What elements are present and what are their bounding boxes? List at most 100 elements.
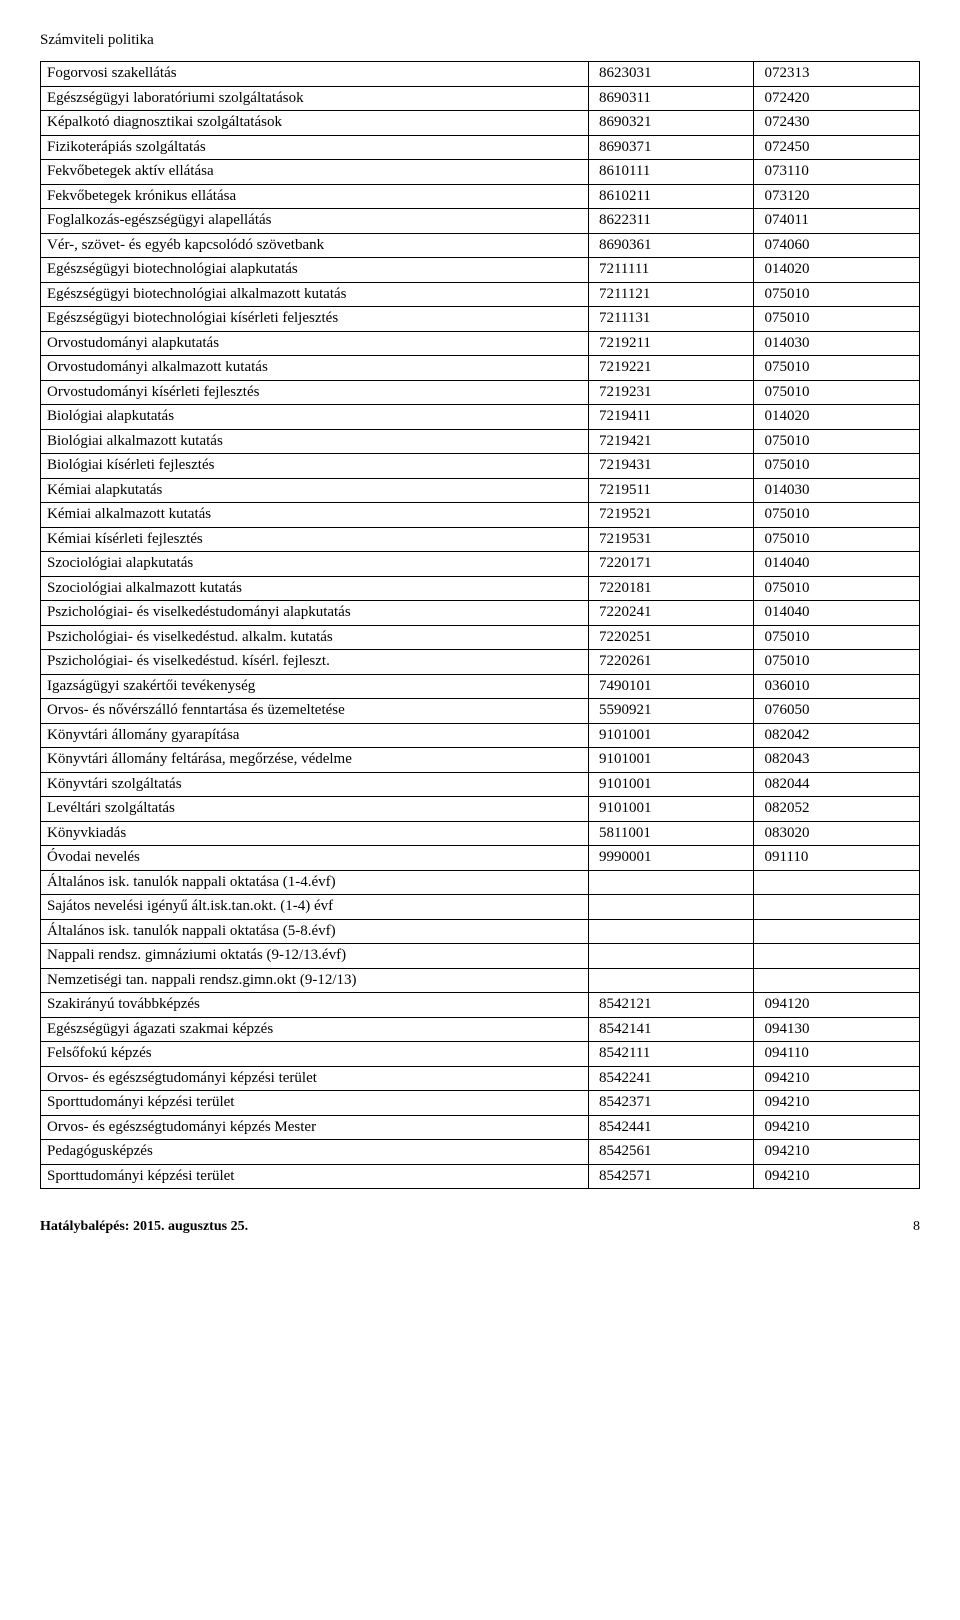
row-name: Szociológiai alkalmazott kutatás: [41, 576, 589, 601]
row-code1: [588, 919, 754, 944]
table-row: Egészségügyi laboratóriumi szolgáltatáso…: [41, 86, 920, 111]
row-code1: 7220171: [588, 552, 754, 577]
row-name: Kémiai alapkutatás: [41, 478, 589, 503]
table-row: Kémiai kísérleti fejlesztés7219531075010: [41, 527, 920, 552]
table-row: Orvostudományi alkalmazott kutatás721922…: [41, 356, 920, 381]
table-row: Kémiai alkalmazott kutatás7219521075010: [41, 503, 920, 528]
row-code1: 8542121: [588, 993, 754, 1018]
row-code1: 8690321: [588, 111, 754, 136]
row-code1: 7219421: [588, 429, 754, 454]
row-name: Biológiai alkalmazott kutatás: [41, 429, 589, 454]
table-row: Pszichológiai- és viselkedéstud. kísérl.…: [41, 650, 920, 675]
row-code1: 7220241: [588, 601, 754, 626]
row-code2: 082043: [754, 748, 920, 773]
row-code2: 014020: [754, 405, 920, 430]
table-row: Orvos- és egészségtudományi képzési terü…: [41, 1066, 920, 1091]
row-code1: 8610111: [588, 160, 754, 185]
table-row: Nappali rendsz. gimnáziumi oktatás (9-12…: [41, 944, 920, 969]
row-name: Szakirányú továbbképzés: [41, 993, 589, 1018]
row-name: Könyvtári állomány gyarapítása: [41, 723, 589, 748]
row-code1: 8690311: [588, 86, 754, 111]
table-row: Sajátos nevelési igényű ált.isk.tan.okt.…: [41, 895, 920, 920]
row-code2: 036010: [754, 674, 920, 699]
row-code2: [754, 944, 920, 969]
row-code1: 8542241: [588, 1066, 754, 1091]
row-code2: 094210: [754, 1140, 920, 1165]
table-row: Könyvkiadás5811001083020: [41, 821, 920, 846]
footer-page-number: 8: [913, 1219, 920, 1235]
row-name: Orvostudományi alapkutatás: [41, 331, 589, 356]
row-code2: 075010: [754, 503, 920, 528]
row-code2: 075010: [754, 576, 920, 601]
row-code2: 074011: [754, 209, 920, 234]
table-row: Fekvőbetegek krónikus ellátása8610211073…: [41, 184, 920, 209]
data-table: Fogorvosi szakellátás8623031072313Egészs…: [40, 61, 920, 1189]
row-code2: 094210: [754, 1091, 920, 1116]
row-code1: 7219431: [588, 454, 754, 479]
row-code1: [588, 944, 754, 969]
table-row: Orvostudományi kísérleti fejlesztés72192…: [41, 380, 920, 405]
row-code1: 9990001: [588, 846, 754, 871]
row-name: Szociológiai alapkutatás: [41, 552, 589, 577]
table-row: Pszichológiai- és viselkedéstud. alkalm.…: [41, 625, 920, 650]
row-code2: 082052: [754, 797, 920, 822]
row-name: Pszichológiai- és viselkedéstudományi al…: [41, 601, 589, 626]
row-code1: [588, 895, 754, 920]
row-name: Pszichológiai- és viselkedéstud. kísérl.…: [41, 650, 589, 675]
row-code2: 014040: [754, 601, 920, 626]
row-name: Általános isk. tanulók nappali oktatása …: [41, 870, 589, 895]
row-code2: 082044: [754, 772, 920, 797]
row-code1: 8622311: [588, 209, 754, 234]
row-name: Könyvkiadás: [41, 821, 589, 846]
row-name: Egészségügyi biotechnológiai alkalmazott…: [41, 282, 589, 307]
row-code1: 7490101: [588, 674, 754, 699]
row-code2: 094210: [754, 1066, 920, 1091]
row-name: Egészségügyi biotechnológiai kísérleti f…: [41, 307, 589, 332]
row-name: Felsőfokú képzés: [41, 1042, 589, 1067]
row-code1: 8542441: [588, 1115, 754, 1140]
row-code1: 7219221: [588, 356, 754, 381]
row-code1: 8623031: [588, 62, 754, 87]
row-name: Óvodai nevelés: [41, 846, 589, 871]
row-code2: 075010: [754, 454, 920, 479]
row-name: Sporttudományi képzési terület: [41, 1164, 589, 1189]
table-row: Pedagógusképzés8542561094210: [41, 1140, 920, 1165]
row-name: Fogorvosi szakellátás: [41, 62, 589, 87]
table-row: Könyvtári állomány feltárása, megőrzése,…: [41, 748, 920, 773]
row-code1: 8542141: [588, 1017, 754, 1042]
table-row: Vér-, szövet- és egyéb kapcsolódó szövet…: [41, 233, 920, 258]
document-footer: Hatálybalépés: 2015. augusztus 25. 8: [40, 1219, 920, 1235]
row-code2: 075010: [754, 380, 920, 405]
row-code2: 074060: [754, 233, 920, 258]
table-row: Levéltári szolgáltatás9101001082052: [41, 797, 920, 822]
row-code1: 7219231: [588, 380, 754, 405]
row-code2: 073120: [754, 184, 920, 209]
footer-effective-date: Hatálybalépés: 2015. augusztus 25.: [40, 1219, 248, 1235]
row-name: Nappali rendsz. gimnáziumi oktatás (9-12…: [41, 944, 589, 969]
row-name: Kémiai alkalmazott kutatás: [41, 503, 589, 528]
table-row: Fogorvosi szakellátás8623031072313: [41, 62, 920, 87]
table-row: Biológiai alkalmazott kutatás72194210750…: [41, 429, 920, 454]
table-row: Orvostudományi alapkutatás7219211014030: [41, 331, 920, 356]
row-name: Orvostudományi alkalmazott kutatás: [41, 356, 589, 381]
row-name: Igazságügyi szakértői tevékenység: [41, 674, 589, 699]
table-row: Sporttudományi képzési terület8542571094…: [41, 1164, 920, 1189]
row-name: Biológiai kísérleti fejlesztés: [41, 454, 589, 479]
table-row: Pszichológiai- és viselkedéstudományi al…: [41, 601, 920, 626]
row-code1: 5811001: [588, 821, 754, 846]
row-code1: 7220181: [588, 576, 754, 601]
row-code2: 014030: [754, 331, 920, 356]
row-name: Egészségügyi laboratóriumi szolgáltatáso…: [41, 86, 589, 111]
table-row: Óvodai nevelés9990001091110: [41, 846, 920, 871]
table-row: Szociológiai alkalmazott kutatás72201810…: [41, 576, 920, 601]
row-code2: 075010: [754, 282, 920, 307]
row-code2: 091110: [754, 846, 920, 871]
row-code1: 5590921: [588, 699, 754, 724]
row-code1: 7219511: [588, 478, 754, 503]
row-code1: 7211121: [588, 282, 754, 307]
table-row: Biológiai alapkutatás7219411014020: [41, 405, 920, 430]
row-code1: 8690361: [588, 233, 754, 258]
row-name: Fekvőbetegek krónikus ellátása: [41, 184, 589, 209]
row-code1: 8690371: [588, 135, 754, 160]
document-header: Számviteli politika: [40, 32, 920, 49]
